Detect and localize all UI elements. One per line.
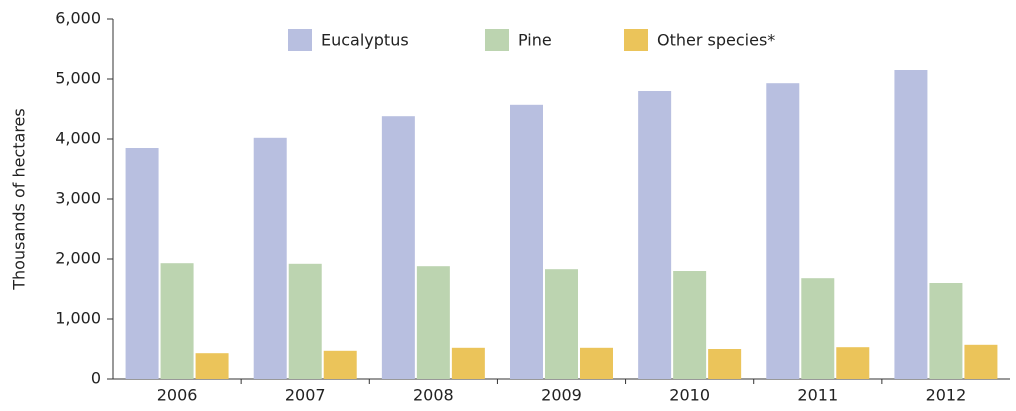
bar <box>510 104 543 380</box>
bar <box>195 353 229 379</box>
bar <box>836 347 870 379</box>
bar <box>708 349 742 379</box>
x-tick-label: 2012 <box>926 386 967 405</box>
legend-swatch <box>485 29 509 51</box>
y-tick-label: 1,000 <box>55 309 101 328</box>
y-tick-label: 3,000 <box>55 189 101 208</box>
x-tick-label: 2007 <box>285 386 326 405</box>
bar <box>323 350 357 379</box>
bar <box>416 266 450 379</box>
legend-swatch <box>624 29 648 51</box>
legend-swatch <box>288 29 312 51</box>
x-tick-label: 2006 <box>157 386 198 405</box>
y-tick-label: 2,000 <box>55 249 101 268</box>
y-tick-label: 0 <box>91 369 101 388</box>
bar <box>580 347 613 379</box>
x-tick-label: 2009 <box>541 386 582 405</box>
x-tick-label: 2010 <box>669 386 710 405</box>
legend-label: Other species* <box>657 31 775 50</box>
bar <box>638 91 672 379</box>
legend-label: Pine <box>518 31 552 50</box>
bar <box>545 269 578 379</box>
bar <box>766 83 800 379</box>
bar <box>288 263 322 379</box>
bar <box>673 271 707 379</box>
y-tick-label: 5,000 <box>55 69 101 88</box>
y-tick-label: 4,000 <box>55 129 101 148</box>
bar <box>929 283 963 379</box>
bar <box>894 70 928 379</box>
y-axis-label: Thousands of hectares <box>10 108 29 290</box>
legend-label: Eucalyptus <box>321 31 409 50</box>
bar <box>801 278 835 379</box>
x-tick-label: 2011 <box>797 386 838 405</box>
bar <box>451 347 485 379</box>
bar <box>381 116 415 379</box>
bar <box>964 344 998 379</box>
bar <box>253 137 287 379</box>
y-tick-label: 6,000 <box>55 9 101 28</box>
bar <box>125 148 159 379</box>
x-tick-label: 2008 <box>413 386 454 405</box>
bar <box>160 263 194 379</box>
